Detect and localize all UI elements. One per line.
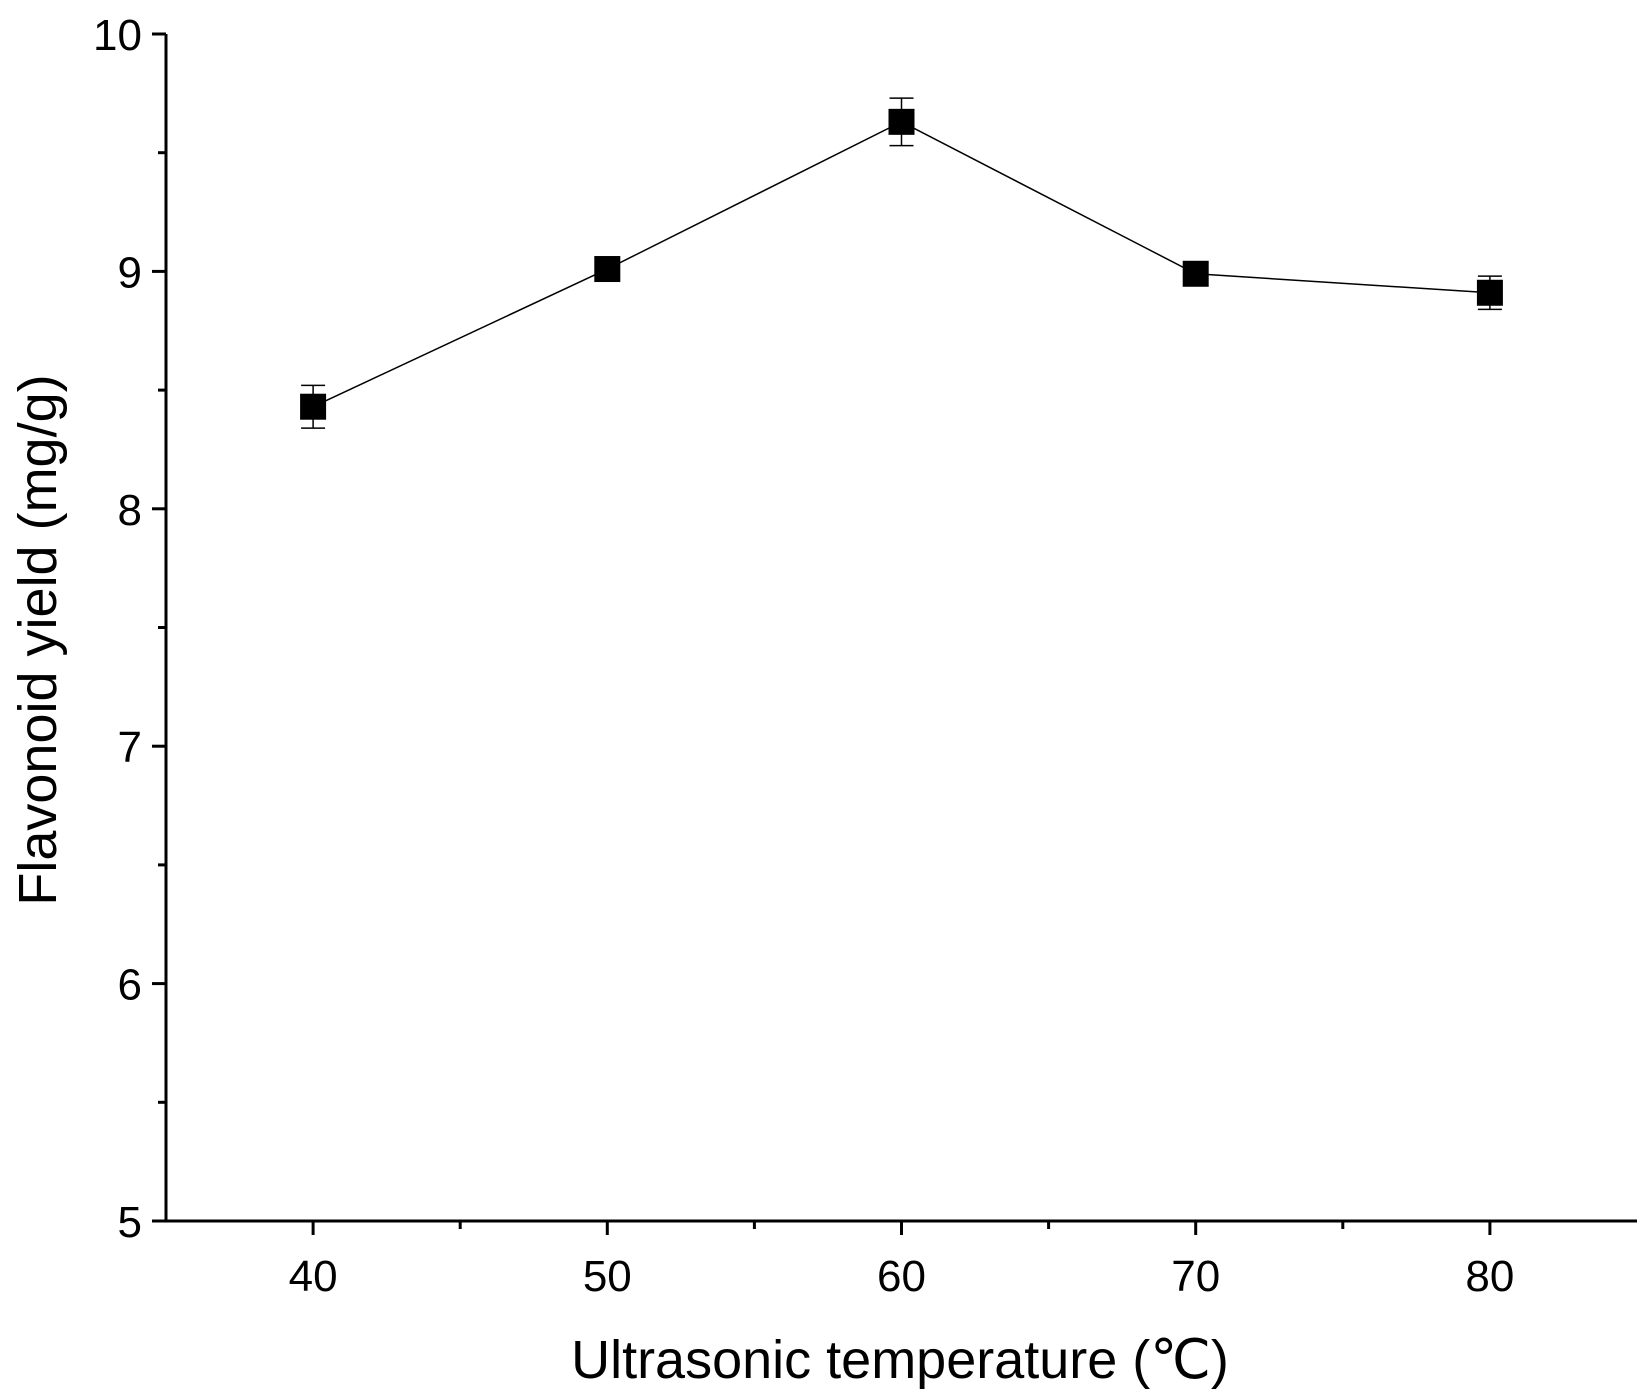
data-point bbox=[300, 393, 327, 420]
y-tick-label: 10 bbox=[93, 11, 142, 60]
data-point bbox=[1182, 260, 1209, 287]
x-tick-label: 60 bbox=[877, 1252, 926, 1301]
data-point bbox=[1476, 279, 1503, 306]
data-point bbox=[888, 108, 915, 135]
x-tick-label: 70 bbox=[1171, 1252, 1220, 1301]
series bbox=[300, 97, 1503, 429]
y-tick-label: 5 bbox=[118, 1198, 142, 1247]
y-tick-label: 8 bbox=[118, 486, 142, 535]
y-axis-title: Flavonoid yield (mg/g) bbox=[8, 374, 68, 905]
x-tick-label: 50 bbox=[583, 1252, 632, 1301]
data-point bbox=[594, 256, 621, 283]
ticks: 40 50 60 70 80 5 6 7 8 9 10 bbox=[93, 11, 1514, 1301]
series-line bbox=[312, 120, 1490, 408]
x-tick-label: 40 bbox=[289, 1252, 338, 1301]
x-tick-label: 80 bbox=[1465, 1252, 1514, 1301]
axes bbox=[164, 34, 1637, 1223]
y-tick-label: 7 bbox=[118, 723, 142, 772]
x-axis-title: Ultrasonic temperature (℃) bbox=[571, 1330, 1229, 1390]
y-tick-label: 6 bbox=[118, 961, 142, 1010]
y-tick-label: 9 bbox=[118, 248, 142, 297]
